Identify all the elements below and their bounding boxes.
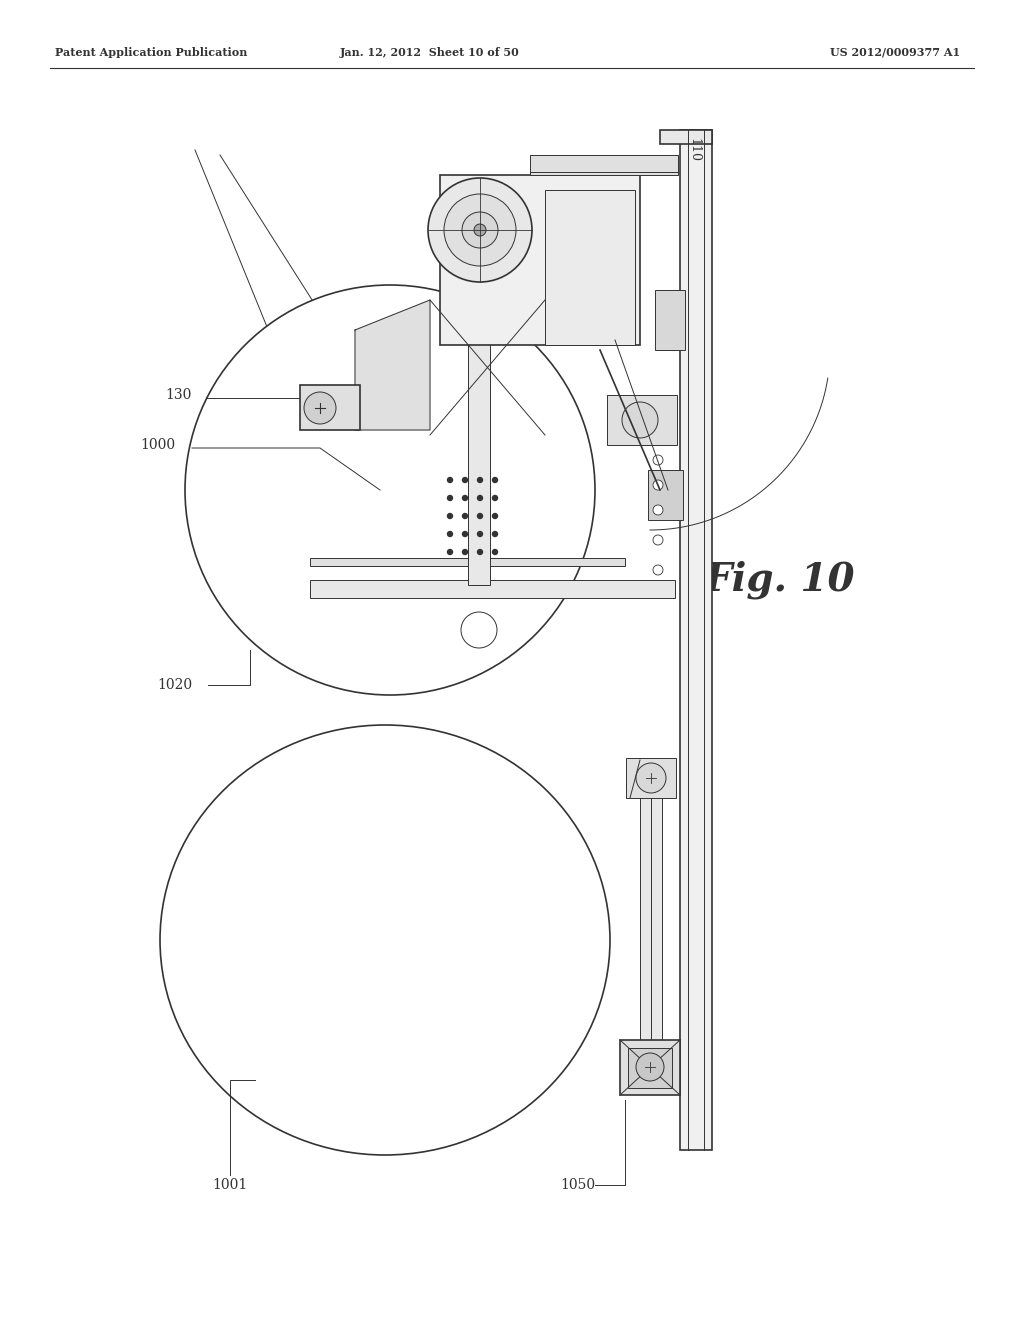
Circle shape <box>462 213 498 248</box>
Text: Fig. 10: Fig. 10 <box>705 561 855 599</box>
Bar <box>648 470 683 520</box>
Bar <box>620 1040 680 1096</box>
Circle shape <box>493 532 498 536</box>
Circle shape <box>477 532 482 536</box>
Text: Patent Application Publication: Patent Application Publication <box>55 46 248 58</box>
Circle shape <box>653 535 663 545</box>
Circle shape <box>474 224 486 236</box>
Bar <box>655 290 685 350</box>
Text: 1050: 1050 <box>560 1177 596 1192</box>
Circle shape <box>463 495 468 500</box>
Circle shape <box>653 480 663 490</box>
Circle shape <box>447 495 453 500</box>
Circle shape <box>463 532 468 536</box>
Circle shape <box>477 478 482 483</box>
Circle shape <box>463 478 468 483</box>
Bar <box>530 154 678 176</box>
Circle shape <box>447 478 453 483</box>
Bar <box>545 190 635 345</box>
Text: US 2012/0009377 A1: US 2012/0009377 A1 <box>829 46 961 58</box>
Ellipse shape <box>160 725 610 1155</box>
Circle shape <box>447 532 453 536</box>
Circle shape <box>477 549 482 554</box>
Text: Jan. 12, 2012  Sheet 10 of 50: Jan. 12, 2012 Sheet 10 of 50 <box>340 46 520 58</box>
Bar <box>680 129 712 1150</box>
Circle shape <box>636 763 666 793</box>
Circle shape <box>185 285 595 696</box>
Circle shape <box>463 513 468 519</box>
Text: 1020: 1020 <box>157 678 193 692</box>
Circle shape <box>493 549 498 554</box>
Text: 130: 130 <box>166 388 193 403</box>
Bar <box>310 579 675 598</box>
Circle shape <box>653 506 663 515</box>
Circle shape <box>493 495 498 500</box>
Circle shape <box>477 495 482 500</box>
Bar <box>440 176 640 345</box>
Circle shape <box>653 565 663 576</box>
Circle shape <box>447 549 453 554</box>
Circle shape <box>444 194 516 267</box>
Circle shape <box>477 513 482 519</box>
Circle shape <box>461 612 497 648</box>
Bar <box>300 385 360 430</box>
Bar <box>468 315 490 585</box>
Bar <box>310 558 625 566</box>
Bar <box>660 129 712 144</box>
Circle shape <box>447 513 453 519</box>
Circle shape <box>622 403 658 438</box>
Circle shape <box>304 392 336 424</box>
Text: 1001: 1001 <box>212 1177 248 1192</box>
Bar <box>628 1048 672 1088</box>
Bar <box>607 395 677 445</box>
Bar <box>640 770 662 1074</box>
Text: 1000: 1000 <box>140 438 175 451</box>
Circle shape <box>463 549 468 554</box>
Circle shape <box>636 1053 664 1081</box>
Bar <box>626 758 676 799</box>
Circle shape <box>428 178 532 282</box>
Polygon shape <box>355 300 430 430</box>
Circle shape <box>493 478 498 483</box>
Circle shape <box>493 513 498 519</box>
Text: 110: 110 <box>687 139 700 162</box>
Circle shape <box>653 455 663 465</box>
